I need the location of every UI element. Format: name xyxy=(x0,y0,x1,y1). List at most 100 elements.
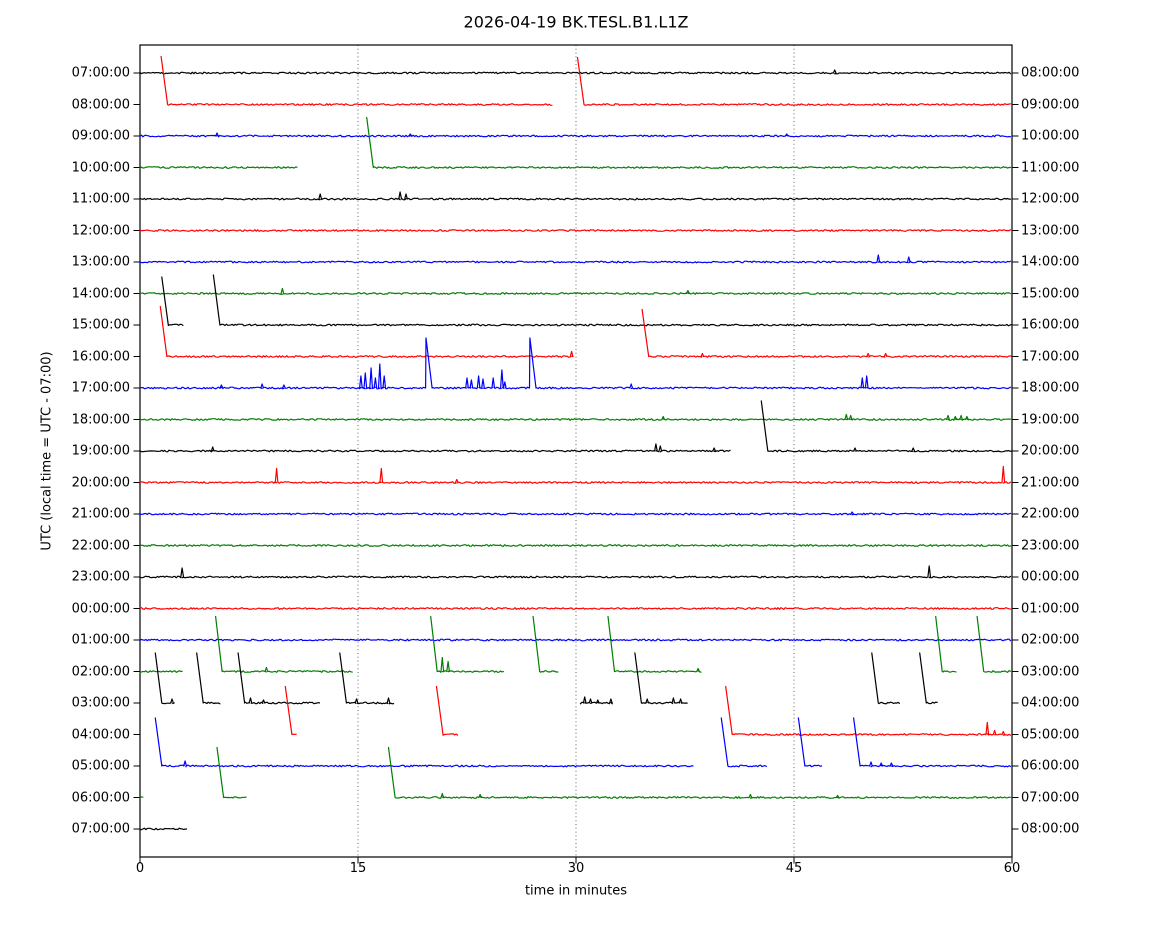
utc-time-label: 15:00:00 xyxy=(71,317,130,333)
seismogram-trace xyxy=(139,413,1012,421)
utc-time-label: 04:00:00 xyxy=(71,727,130,742)
utc-time-label: 10:00:00 xyxy=(71,160,130,175)
local-time-label: 19:00:00 xyxy=(1021,412,1080,427)
utc-time-label: 13:00:00 xyxy=(71,254,130,270)
utc-time-label: 11:00:00 xyxy=(71,191,130,207)
x-tick-label: 30 xyxy=(567,861,585,876)
local-time-label: 21:00:00 xyxy=(1021,475,1080,490)
utc-time-label: 03:00:00 xyxy=(71,695,130,711)
seismogram-trace xyxy=(139,638,1012,642)
local-time-label: 10:00:00 xyxy=(1021,128,1080,144)
local-time-label: 13:00:00 xyxy=(1021,223,1080,238)
seismogram-trace xyxy=(532,615,559,673)
seismogram-trace xyxy=(139,544,1012,547)
local-time-label: 02:00:00 xyxy=(1021,632,1080,648)
seismogram-trace xyxy=(366,116,1012,169)
local-time-label: 00:00:00 xyxy=(1021,569,1080,585)
local-time-label: 12:00:00 xyxy=(1021,191,1080,207)
y-axis-right-labels: 08:00:00 09:00:00 10:00:00 11:00:00 12:00:00… xyxy=(1021,0,1149,950)
utc-time-label: 02:00:00 xyxy=(71,664,130,679)
seismogram-trace xyxy=(160,55,553,106)
seismogram-trace xyxy=(139,465,1012,484)
seismogram-trace xyxy=(435,685,459,736)
seismogram-trace xyxy=(871,652,901,705)
seismogram-trace xyxy=(284,685,297,736)
local-time-label: 15:00:00 xyxy=(1021,286,1080,301)
seismogram-trace xyxy=(215,615,353,673)
seismogram-trace xyxy=(339,652,395,705)
seismogram-trace xyxy=(154,717,694,768)
local-time-label: 08:00:00 xyxy=(1021,821,1080,837)
utc-time-label: 22:00:00 xyxy=(71,538,130,553)
seismogram-trace xyxy=(139,166,298,169)
x-tick-label: 15 xyxy=(349,861,367,876)
utc-time-label: 17:00:00 xyxy=(71,380,130,396)
seismogram-trace xyxy=(576,56,1012,106)
seismogram-trace xyxy=(139,287,1012,295)
seismogram-trace xyxy=(216,746,247,799)
seismogram-trace xyxy=(720,717,768,768)
seismogram-trace xyxy=(139,229,1012,232)
seismogram-trace xyxy=(139,565,1012,579)
seismogram-trace xyxy=(139,607,1012,610)
seismogram-trace xyxy=(607,615,702,673)
local-time-label: 11:00:00 xyxy=(1021,160,1080,175)
local-time-label: 20:00:00 xyxy=(1021,443,1080,459)
seismogram-trace xyxy=(139,132,1012,138)
seismogram-trace xyxy=(154,652,175,705)
seismogram-trace xyxy=(430,615,504,673)
seismogram-trace xyxy=(139,511,1012,516)
seismogram-trace xyxy=(139,254,1012,264)
utc-time-label: 09:00:00 xyxy=(71,128,130,144)
local-time-label: 22:00:00 xyxy=(1021,506,1080,522)
seismogram-trace xyxy=(634,652,688,705)
utc-time-label: 16:00:00 xyxy=(71,349,130,364)
utc-time-label: 19:00:00 xyxy=(71,443,130,459)
seismogram-trace xyxy=(797,717,823,768)
seismogram-trace xyxy=(161,276,184,327)
local-time-label: 06:00:00 xyxy=(1021,758,1080,774)
utc-time-label: 01:00:00 xyxy=(71,632,130,648)
x-tick-label: 45 xyxy=(785,861,803,876)
utc-time-label: 18:00:00 xyxy=(71,412,130,427)
seismogram-trace xyxy=(139,670,183,673)
seismogram-trace xyxy=(139,443,731,453)
seismogram-trace xyxy=(196,652,221,705)
seismogram-trace xyxy=(725,685,1012,736)
seismogram-trace xyxy=(139,337,1012,390)
seismogram-trace xyxy=(139,796,144,799)
local-time-label: 08:00:00 xyxy=(1021,65,1080,81)
seismogram-trace xyxy=(387,746,1012,799)
local-time-label: 07:00:00 xyxy=(1021,790,1080,805)
utc-time-label: 12:00:00 xyxy=(71,223,130,238)
seismogram-trace xyxy=(139,827,188,831)
seismogram-trace xyxy=(579,696,613,705)
utc-time-label: 21:00:00 xyxy=(71,506,130,522)
seismogram-trace xyxy=(237,652,321,705)
local-time-label: 04:00:00 xyxy=(1021,695,1080,711)
utc-time-label: 08:00:00 xyxy=(71,97,130,112)
local-time-label: 05:00:00 xyxy=(1021,727,1080,742)
local-time-label: 14:00:00 xyxy=(1021,254,1080,270)
seismogram-trace xyxy=(139,69,1012,75)
utc-time-label: 23:00:00 xyxy=(71,569,130,585)
seismogram-trace xyxy=(760,400,1012,453)
utc-time-label: 00:00:00 xyxy=(71,601,130,616)
seismogram-trace xyxy=(919,652,938,705)
seismogram-trace xyxy=(641,308,1012,358)
x-axis-label: time in minutes xyxy=(524,883,628,899)
utc-time-label: 06:00:00 xyxy=(71,790,130,805)
utc-time-label: 07:00:00 xyxy=(71,65,130,81)
local-time-label: 09:00:00 xyxy=(1021,97,1080,112)
seismogram-trace xyxy=(976,615,1012,673)
x-tick-label: 60 xyxy=(1003,861,1021,876)
local-time-label: 03:00:00 xyxy=(1021,664,1080,679)
local-time-label: 23:00:00 xyxy=(1021,538,1080,553)
utc-time-label: 05:00:00 xyxy=(71,758,130,774)
seismogram-trace xyxy=(212,274,1012,327)
local-time-label: 01:00:00 xyxy=(1021,601,1080,616)
utc-time-label: 07:00:00 xyxy=(71,821,130,837)
local-time-label: 18:00:00 xyxy=(1021,380,1080,396)
seismogram-trace xyxy=(852,717,1012,768)
